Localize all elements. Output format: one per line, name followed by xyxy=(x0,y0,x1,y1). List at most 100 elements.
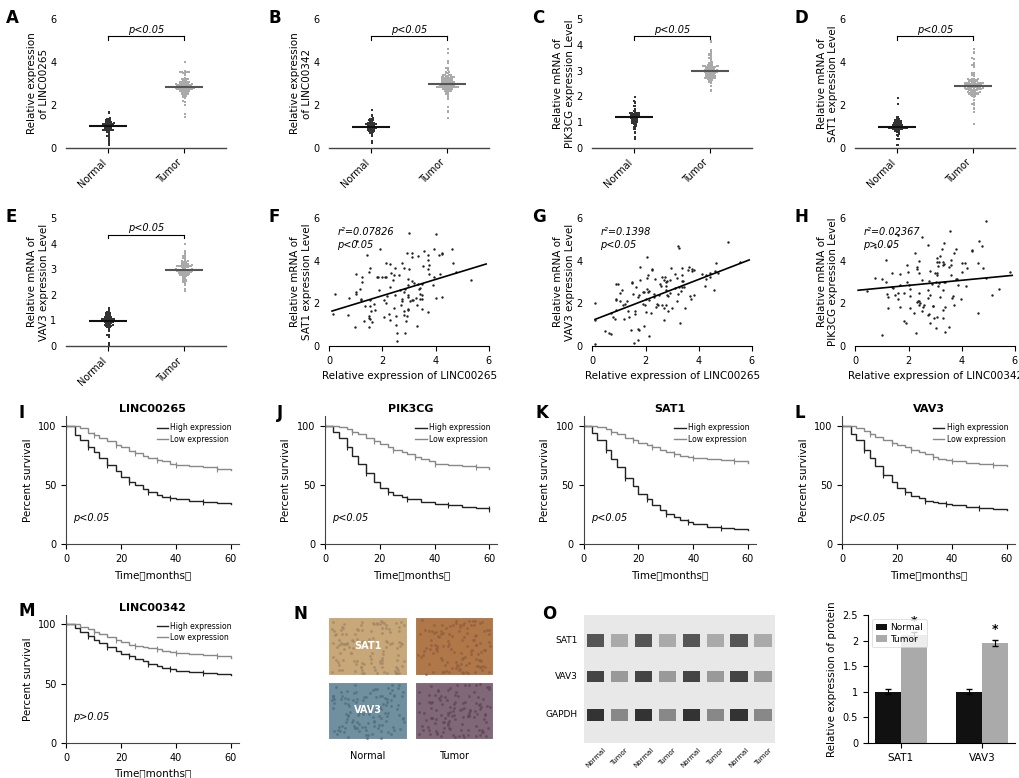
Point xyxy=(625,108,641,121)
Point xyxy=(472,729,488,741)
Point xyxy=(447,656,464,668)
Point xyxy=(176,252,193,265)
Point xyxy=(909,295,925,307)
Point xyxy=(103,117,119,130)
Point xyxy=(437,664,453,677)
Text: p<0.05: p<0.05 xyxy=(590,513,627,524)
Point xyxy=(176,277,193,289)
Point xyxy=(387,665,404,678)
Point xyxy=(628,116,644,128)
Point xyxy=(625,117,641,130)
Point xyxy=(172,65,189,78)
Point xyxy=(99,328,115,341)
Point xyxy=(450,730,467,742)
Point xyxy=(442,643,459,656)
Point xyxy=(101,107,117,120)
Point xyxy=(706,65,722,77)
Point xyxy=(395,309,412,321)
Point xyxy=(889,128,905,141)
Point xyxy=(460,710,476,723)
Low expression xyxy=(713,456,726,465)
Point xyxy=(420,307,436,319)
Point xyxy=(882,122,899,135)
Point xyxy=(176,272,193,285)
Point xyxy=(375,310,391,323)
Point xyxy=(170,265,186,278)
Point xyxy=(700,73,716,86)
Point xyxy=(178,83,195,96)
Point xyxy=(895,315,911,328)
Point xyxy=(178,256,195,268)
Bar xyxy=(658,634,676,647)
Point xyxy=(385,268,401,281)
Low expression xyxy=(109,635,121,644)
Point xyxy=(104,124,120,136)
Point xyxy=(361,708,377,720)
Point xyxy=(398,247,415,259)
Point xyxy=(439,640,455,653)
Point xyxy=(102,119,118,131)
Point xyxy=(889,119,905,131)
Point xyxy=(389,654,406,666)
Point xyxy=(392,284,409,296)
Point xyxy=(361,261,377,274)
Point xyxy=(385,690,401,703)
Point xyxy=(176,89,193,101)
Point xyxy=(405,293,421,306)
Point xyxy=(99,122,115,135)
Point xyxy=(378,667,394,679)
Point xyxy=(471,698,487,710)
Point xyxy=(404,251,420,263)
Point xyxy=(175,251,192,264)
Point xyxy=(428,626,444,639)
Point xyxy=(363,130,379,142)
Point xyxy=(176,266,193,279)
Point xyxy=(362,702,378,714)
Point xyxy=(182,264,199,276)
Point xyxy=(936,326,953,338)
Point xyxy=(640,285,656,297)
Point xyxy=(888,119,904,131)
Point xyxy=(101,116,117,128)
Point xyxy=(433,654,449,666)
Low expression xyxy=(469,463,481,472)
Point xyxy=(363,120,379,132)
Point xyxy=(365,112,381,124)
Point xyxy=(428,644,444,657)
Point xyxy=(178,265,195,277)
Point xyxy=(676,301,692,314)
Point xyxy=(422,728,438,741)
Point xyxy=(685,264,701,276)
Low expression xyxy=(169,648,181,657)
Point xyxy=(424,696,440,708)
Point xyxy=(962,75,978,87)
Point xyxy=(965,117,981,130)
Point xyxy=(101,317,117,329)
Point xyxy=(99,321,115,333)
Point xyxy=(674,275,690,287)
Point xyxy=(709,60,726,72)
Point xyxy=(469,660,485,672)
Point xyxy=(415,649,431,661)
Point xyxy=(101,320,117,332)
Point xyxy=(366,664,382,677)
Point xyxy=(638,283,654,296)
Point xyxy=(439,718,455,731)
Point xyxy=(167,81,183,93)
Point xyxy=(702,85,718,97)
Point xyxy=(175,85,192,97)
Low expression xyxy=(352,429,364,439)
Point xyxy=(367,121,383,133)
Text: p<0.05: p<0.05 xyxy=(600,240,636,250)
Line: High expression: High expression xyxy=(842,426,1006,510)
Point xyxy=(626,132,642,145)
Point xyxy=(102,112,118,124)
Point xyxy=(169,82,185,95)
Low expression xyxy=(88,627,100,636)
Point xyxy=(461,710,477,723)
Point xyxy=(374,652,390,664)
Point xyxy=(908,296,924,309)
Point xyxy=(965,43,981,55)
High expression xyxy=(659,509,672,518)
Point xyxy=(359,703,375,716)
